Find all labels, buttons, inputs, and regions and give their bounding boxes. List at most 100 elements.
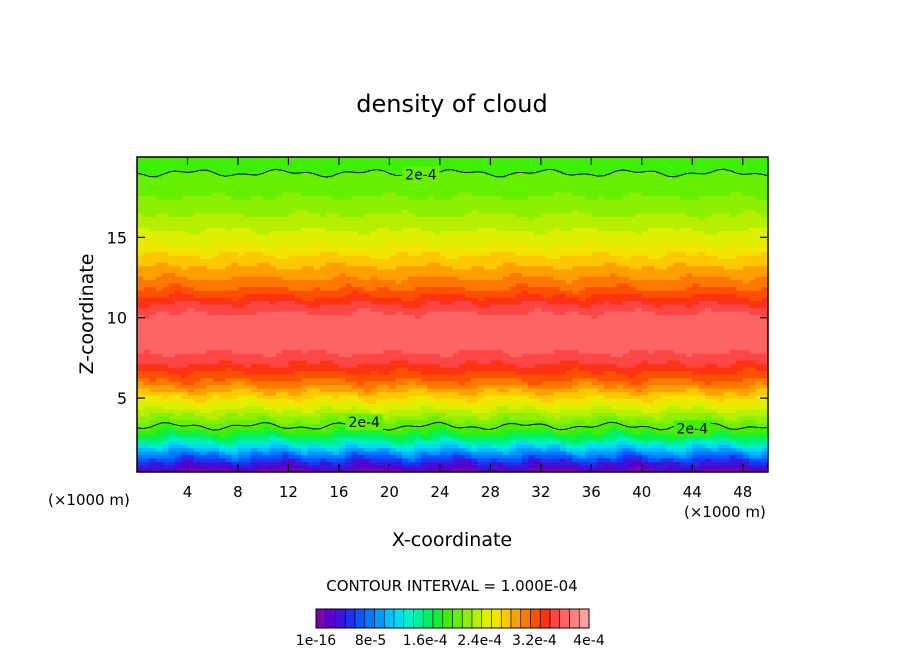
density-cell — [755, 360, 768, 365]
density-cell — [389, 444, 416, 449]
density-cell — [206, 265, 226, 270]
density-cell — [692, 454, 731, 459]
density-cell — [641, 307, 706, 312]
density-cell — [635, 307, 643, 312]
density-cell — [465, 370, 517, 375]
density-cell — [143, 213, 157, 218]
density-cell — [585, 419, 592, 424]
density-cell — [528, 384, 573, 389]
density-cell — [616, 262, 674, 267]
density-cell — [585, 454, 599, 459]
density-cell — [439, 230, 536, 235]
density-cell — [275, 433, 283, 438]
density-cell — [458, 381, 466, 386]
density-cell — [250, 454, 283, 459]
density-cell — [351, 458, 372, 463]
density-cell — [193, 286, 239, 291]
density-cell — [225, 458, 233, 463]
density-cell — [307, 461, 321, 466]
density-cell — [427, 451, 441, 456]
density-cell — [137, 465, 176, 470]
density-cell — [137, 181, 768, 186]
density-cell — [168, 437, 182, 442]
density-cell — [187, 451, 201, 456]
density-cell — [572, 192, 630, 197]
density-cell — [553, 265, 573, 270]
density-cell — [288, 437, 334, 442]
density-cell — [408, 251, 422, 256]
density-cell — [704, 230, 719, 235]
density-cell — [477, 458, 491, 463]
density-cell — [231, 276, 283, 281]
density-cell — [219, 433, 226, 438]
density-cell — [692, 304, 750, 309]
density-cell — [237, 458, 252, 463]
density-cell — [326, 227, 378, 232]
density-cell — [244, 251, 264, 256]
density-cell — [730, 426, 744, 431]
density-cell — [137, 199, 768, 204]
density-cell — [402, 440, 416, 445]
density-cell — [610, 251, 668, 256]
density-cell — [332, 395, 340, 400]
density-cell — [465, 398, 479, 403]
colorbar-swatch — [500, 608, 512, 629]
density-cell — [137, 185, 768, 190]
density-cell — [137, 377, 151, 382]
density-cell — [692, 444, 706, 449]
density-cell — [168, 395, 182, 400]
density-cell — [193, 307, 359, 312]
density-cell — [477, 461, 491, 466]
density-cell — [578, 461, 599, 466]
density-cell — [137, 276, 144, 281]
density-cell — [155, 311, 170, 316]
density-cell — [408, 276, 460, 281]
x-tick-label: 24 — [430, 483, 449, 501]
density-cell — [137, 444, 151, 449]
density-cell — [269, 447, 290, 452]
density-cell — [256, 468, 308, 472]
density-cell — [269, 244, 277, 249]
density-cell — [181, 283, 346, 288]
density-cell — [591, 430, 605, 435]
density-cell — [168, 444, 189, 449]
density-cell — [603, 423, 624, 428]
density-cell — [685, 447, 693, 452]
density-cell — [484, 297, 580, 302]
density-cell — [351, 195, 409, 200]
density-cell — [465, 381, 529, 386]
density-cell — [509, 447, 517, 452]
density-cell — [402, 297, 416, 302]
density-cell — [162, 286, 195, 291]
density-cell — [553, 349, 580, 354]
density-cell — [137, 454, 176, 459]
density-cell — [338, 440, 346, 445]
density-cell — [603, 433, 618, 438]
density-cell — [225, 227, 233, 232]
density-cell — [749, 384, 768, 389]
density-cell — [206, 349, 233, 354]
density-cell — [585, 451, 618, 456]
density-cell — [364, 402, 390, 407]
density-cell — [231, 349, 283, 354]
y-axis-label: Z-coordinate — [76, 254, 98, 375]
density-cell — [231, 381, 245, 386]
density-cell — [357, 395, 409, 400]
density-cell — [376, 244, 542, 249]
density-cell — [490, 444, 510, 449]
density-cell — [301, 171, 315, 176]
density-cell — [263, 353, 277, 358]
density-cell — [566, 370, 592, 375]
density-cell — [143, 349, 151, 354]
density-cell — [376, 447, 390, 452]
density-cell — [578, 276, 630, 281]
density-cell — [629, 440, 643, 445]
density-cell — [641, 360, 649, 365]
density-cell — [206, 433, 220, 438]
density-cell — [635, 419, 649, 424]
density-cell — [736, 440, 744, 445]
density-cell — [319, 304, 403, 309]
density-cell — [420, 461, 460, 466]
density-cell — [193, 381, 233, 386]
density-cell — [275, 391, 290, 396]
